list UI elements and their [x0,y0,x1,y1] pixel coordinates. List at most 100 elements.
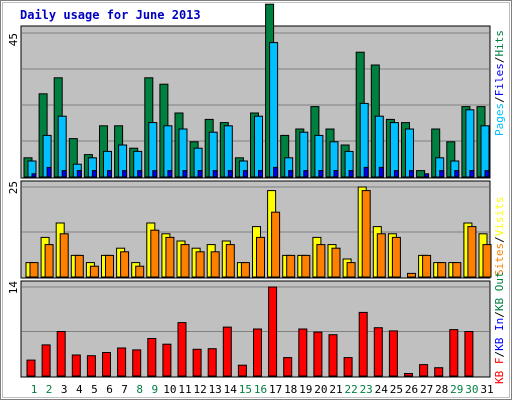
bar-sites-day-22 [346,262,356,278]
bar-files-day-26 [405,128,414,178]
bar-pages-day-7 [122,170,128,178]
bar-sites-day-21 [331,247,341,278]
bottom-panel-legend: KB F/KB In/KB Out [493,271,506,384]
bar-pages-day-1 [31,173,37,178]
bar-sites-day-14 [225,244,235,278]
bar-sites-day-23 [361,190,371,278]
bar-kb-f-day-14 [222,326,232,377]
middle-panel-ymax-label: 25 [7,181,20,194]
x-tick-label-day-2: 2 [46,383,53,396]
bar-sites-day-25 [391,236,401,278]
legend-kb-in: KB In [493,318,506,351]
bar-kb-f-day-5 [86,355,96,377]
bar-kb-f-day-6 [102,352,111,377]
x-tick-label-day-23: 23 [360,383,373,396]
bar-pages-day-23 [363,166,369,178]
bar-sites-day-7 [120,251,130,278]
x-tick-label-day-26: 26 [405,383,418,396]
legend-files: Files [493,63,506,96]
bar-sites-day-3 [59,233,69,278]
bar-kb-f-day-11 [177,322,187,377]
bar-sites-day-19 [301,254,311,278]
bar-sites-day-29 [452,262,462,278]
x-tick-label-day-16: 16 [254,383,267,396]
bar-kb-f-day-1 [26,359,36,377]
bar-sites-day-24 [376,233,386,278]
bar-kb-f-day-17 [268,286,278,377]
x-tick-label-day-22: 22 [344,383,357,396]
bar-sites-day-20 [316,244,326,278]
bar-sites-day-11 [180,244,190,278]
bar-sites-day-2 [44,244,54,278]
bar-kb-f-day-24 [373,327,383,377]
bar-files-day-14 [223,125,233,178]
legend-separator: / [493,236,506,243]
bar-sites-day-26 [407,272,416,278]
bar-pages-day-3 [61,170,67,178]
legend-separator: / [493,311,506,318]
bar-kb-f-day-13 [207,348,217,377]
bar-pages-day-4 [76,170,82,178]
bar-sites-day-27 [422,254,432,278]
bar-pages-day-18 [288,170,294,178]
bar-files-day-23 [359,102,369,178]
chart-title: Daily usage for June 2013 [20,8,201,22]
top-panel-ymax-label: 45 [7,33,20,46]
bar-sites-day-1 [29,262,39,278]
bar-sites-day-12 [195,251,205,278]
bar-kb-f-day-4 [71,354,81,377]
legend-sites: Sites [493,243,506,276]
x-tick-label-day-18: 18 [284,383,297,396]
bar-pages-day-11 [182,170,188,178]
bar-kb-f-day-12 [192,348,202,377]
x-tick-label-day-7: 7 [121,383,128,396]
x-tick-label-day-19: 19 [299,383,312,396]
bar-sites-day-10 [165,236,175,278]
x-tick-label-day-25: 25 [390,383,403,396]
bar-kb-f-day-29 [449,329,459,377]
bar-kb-f-day-23 [358,311,368,377]
x-tick-label-day-21: 21 [329,383,342,396]
bar-pages-day-6 [107,170,112,178]
bar-pages-day-13 [212,170,218,178]
top-panel-legend: Pages/Files/Hits [493,30,506,136]
bar-pages-day-16 [258,170,263,178]
legend-pages: Pages [493,103,506,136]
bar-pages-day-31 [484,170,490,178]
x-tick-label-day-13: 13 [209,383,222,396]
x-axis-labels: 1 2 3 4 5 6 7 8 9 10 11 12 13 14 15 16 17 18 19 20 21 22 23 24 2… [31,383,494,396]
bar-pages-day-2 [46,166,52,178]
x-tick-label-day-14: 14 [224,383,238,396]
bar-kb-f-day-9 [147,338,157,377]
x-tick-label-day-30: 30 [465,383,478,396]
bar-files-day-30 [465,109,475,178]
bar-sites-day-8 [135,265,145,278]
bar-kb-f-day-21 [328,334,338,377]
bar-files-day-9 [148,122,158,178]
bar-kb-f-day-19 [298,328,308,377]
bar-files-day-31 [480,125,490,178]
x-tick-label-day-31: 31 [480,383,493,396]
bar-sites-day-5 [89,265,99,278]
x-tick-label-day-20: 20 [314,383,327,396]
x-tick-label-day-28: 28 [435,383,448,396]
bar-sites-day-15 [240,262,250,278]
bar-kb-f-day-15 [237,364,247,377]
x-tick-label-day-15: 15 [239,383,252,396]
legend-separator: / [493,96,506,103]
bar-sites-day-30 [467,226,477,278]
bar-pages-day-20 [318,170,324,178]
bar-files-day-10 [163,125,173,178]
bar-kb-f-day-28 [434,367,444,377]
bar-sites-day-18 [286,254,296,278]
x-tick-label-day-27: 27 [420,383,433,396]
bar-pages-day-26 [409,170,414,178]
bar-files-day-11 [178,128,188,178]
bar-sites-day-9 [150,229,160,278]
bar-pages-day-22 [348,170,354,178]
bar-kb-f-day-2 [41,344,51,377]
bar-sites-day-4 [74,254,84,278]
bar-kb-f-day-25 [388,330,398,377]
